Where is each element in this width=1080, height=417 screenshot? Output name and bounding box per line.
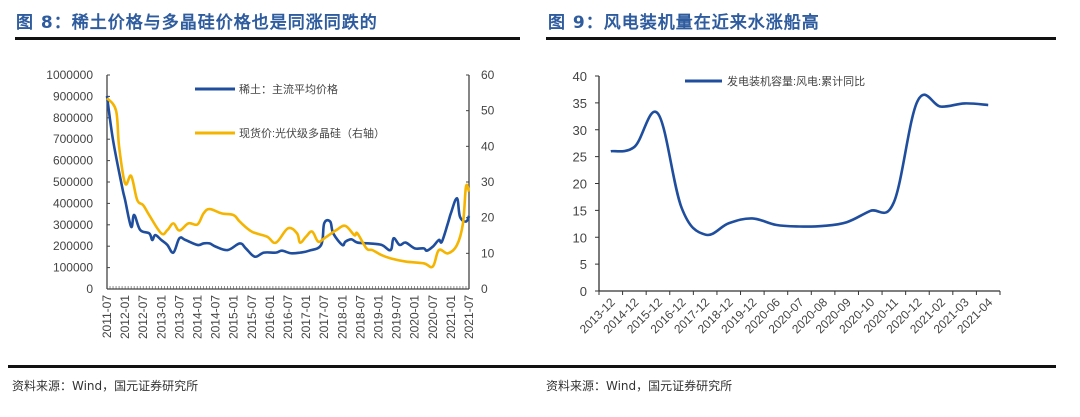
legend-label: 稀土：主流平均价格: [239, 82, 338, 96]
x-tick-label: 2021-01: [444, 295, 458, 339]
y-tick-label: 5: [580, 257, 587, 272]
x-tick-label: 2020-01: [408, 295, 422, 339]
left-figure-title: 图 8：稀土价格与多晶硅价格也是同涨同跌的: [16, 13, 378, 33]
x-tick-label: 2016-01: [263, 295, 277, 339]
y-tick-label: 30: [573, 123, 587, 138]
y-tick-label: 800000: [53, 111, 93, 125]
silicon-price-line: [105, 97, 471, 269]
x-tick-label: 2020-07: [426, 295, 440, 339]
y-tick-label: 1000000: [46, 68, 93, 82]
x-tick-label: 2015-07: [245, 295, 259, 339]
x-tick-label: 2018-01: [335, 295, 349, 339]
x-tick-label: 2017-07: [317, 295, 331, 339]
x-tick-label: 2015-01: [227, 295, 241, 339]
right-figure-title: 图 9：风电装机量在近来水涨船高: [548, 13, 820, 33]
y2-tick-label: 10: [481, 246, 495, 260]
legend-label: 发电装机容量:风电:累计同比: [727, 74, 865, 88]
bottom-rule: [8, 365, 1056, 368]
y-tick-label: 25: [573, 150, 587, 165]
x-tick-label: 2014-01: [191, 295, 205, 339]
y2-tick-label: 20: [481, 211, 495, 225]
x-tick-label: 2016-07: [281, 295, 295, 339]
x-tick-label: 2014-07: [209, 295, 223, 339]
y-tick-label: 40: [573, 69, 587, 84]
right-source-note: 资料来源：Wind，国元证券研究所: [546, 379, 733, 393]
wind-capacity-yoy-line: [610, 93, 989, 237]
y-tick-label: 600000: [53, 154, 93, 168]
x-tick-label: 2013-07: [172, 295, 186, 339]
left-title-rule: [15, 37, 520, 40]
rare-earth-price-line: [105, 95, 471, 259]
x-tick-label: 2021-07: [462, 295, 476, 339]
y-tick-label: 400000: [53, 196, 93, 210]
y2-tick-label: 40: [481, 139, 495, 153]
y-tick-label: 0: [86, 282, 93, 296]
y-tick-label: 300000: [53, 218, 93, 232]
x-tick-label: 2011-07: [100, 295, 114, 338]
x-tick-label: 2017-01: [299, 295, 313, 339]
y-tick-label: 20: [573, 177, 587, 192]
y-tick-label: 900000: [53, 89, 93, 103]
y2-tick-label: 50: [481, 104, 495, 118]
y-tick-label: 100000: [53, 261, 93, 275]
x-tick-label: 2019-01: [372, 295, 386, 339]
x-tick-label: 2019-07: [390, 295, 404, 339]
y2-tick-label: 60: [481, 68, 495, 82]
y-tick-label: 200000: [53, 239, 93, 253]
left-source-note: 资料来源：Wind，国元证券研究所: [12, 379, 199, 393]
x-tick-label: 2012-01: [118, 295, 132, 339]
x-tick-label: 2013-01: [154, 295, 168, 339]
y-tick-label: 700000: [53, 132, 93, 146]
y-tick-label: 500000: [53, 175, 93, 189]
y2-tick-label: 30: [481, 175, 495, 189]
y-tick-label: 35: [573, 96, 587, 111]
right-title-rule: [546, 37, 1056, 40]
legend-label: 现货价:光伏级多晶硅（右轴）: [239, 126, 385, 140]
x-tick-label: 2018-07: [353, 295, 367, 339]
y2-tick-label: 0: [481, 282, 488, 296]
x-tick-label: 2012-07: [136, 295, 150, 339]
y-tick-label: 0: [580, 284, 587, 299]
y-tick-label: 10: [573, 230, 587, 245]
y-tick-label: 15: [573, 203, 587, 218]
